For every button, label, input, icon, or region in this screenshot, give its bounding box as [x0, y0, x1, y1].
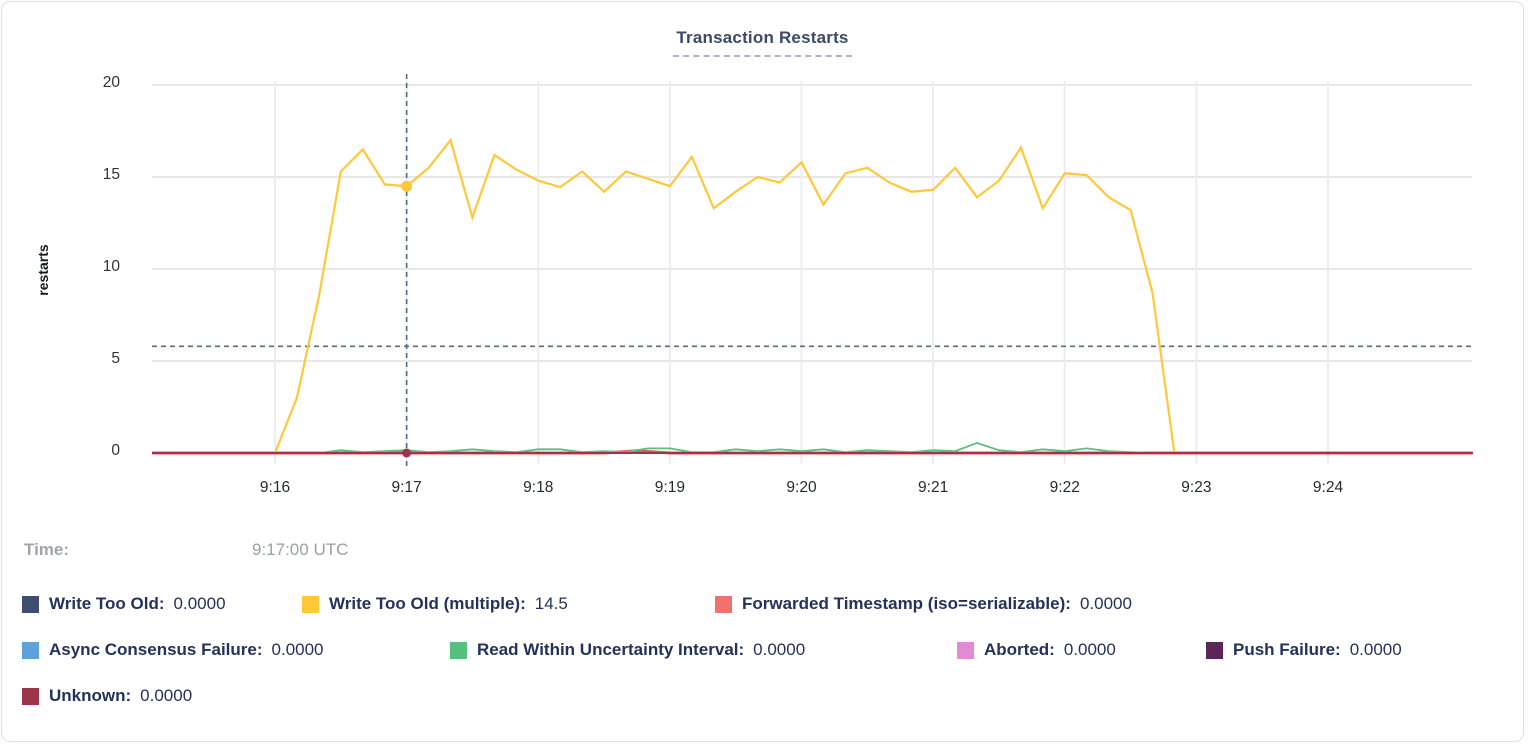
legend-swatch-icon — [715, 595, 732, 613]
legend-label: Async Consensus Failure: — [49, 640, 263, 659]
y-axis-label: restarts — [35, 244, 51, 296]
tooltip-time-value: 9:17:00 UTC — [252, 540, 349, 559]
x-tick-label: 9:17 — [391, 479, 422, 496]
legend-item: Read Within Uncertainty Interval: 0.0000 — [450, 638, 805, 662]
legend-swatch-icon — [450, 641, 467, 659]
legend-swatch-icon — [1206, 641, 1223, 659]
legend-label: Write Too Old (multiple): — [329, 594, 526, 613]
hover-point — [401, 180, 413, 192]
legend-value: 14.5 — [534, 594, 568, 613]
legend-value: 0.0000 — [1349, 640, 1402, 659]
legend-item: Forwarded Timestamp (iso=serializable): 0… — [715, 592, 1132, 616]
x-tick-label: 9:23 — [1181, 479, 1212, 496]
y-tick-label: 0 — [111, 442, 120, 459]
x-tick-label: 9:16 — [259, 479, 291, 496]
legend-value: 0.0000 — [1079, 594, 1132, 613]
legend-item: Aborted: 0.0000 — [957, 638, 1116, 662]
legend-label: Unknown: — [49, 686, 132, 705]
x-tick-label: 9:22 — [1049, 479, 1080, 496]
legend-value: 0.0000 — [1063, 640, 1116, 659]
legend-item: Unknown: 0.0000 — [22, 684, 192, 708]
x-tick-label: 9:19 — [654, 479, 685, 496]
legend-swatch-icon — [302, 595, 319, 613]
y-tick-label: 15 — [102, 166, 120, 183]
legend-value: 0.0000 — [753, 640, 806, 659]
tooltip-time-label: Time: — [24, 540, 70, 559]
legend-label: Write Too Old: — [49, 594, 165, 613]
x-tick-label: 9:24 — [1312, 479, 1344, 496]
legend-value: 0.0000 — [271, 640, 324, 659]
legend-swatch-icon — [22, 641, 39, 659]
series-line — [273, 137, 1176, 454]
legend-swatch-icon — [957, 641, 974, 659]
legend-label: Aborted: — [984, 640, 1055, 659]
x-tick-label: 9:21 — [918, 479, 949, 496]
series-line — [318, 441, 1153, 454]
legend-swatch-icon — [22, 687, 39, 705]
x-tick-label: 9:18 — [523, 479, 554, 496]
legend-swatch-icon — [22, 595, 39, 613]
y-tick-label: 20 — [102, 74, 120, 91]
chart-title[interactable]: Transaction Restarts — [673, 28, 852, 57]
legend-label: Forwarded Timestamp (iso=serializable): — [742, 594, 1071, 613]
legend-value: 0.0000 — [140, 686, 193, 705]
legend-label: Read Within Uncertainty Interval: — [477, 640, 745, 659]
legend-label: Push Failure: — [1233, 640, 1341, 659]
legend-item: Async Consensus Failure: 0.0000 — [22, 638, 324, 662]
transaction-restarts-chart[interactable] — [152, 72, 1474, 474]
legend-value: 0.0000 — [173, 594, 226, 613]
y-tick-label: 10 — [102, 258, 120, 275]
x-tick-label: 9:20 — [786, 479, 817, 496]
legend-item: Write Too Old: 0.0000 — [22, 592, 226, 616]
legend-item: Write Too Old (multiple): 14.5 — [302, 592, 568, 616]
y-tick-label: 5 — [111, 350, 120, 367]
legend-item: Push Failure: 0.0000 — [1206, 638, 1402, 662]
hover-point — [402, 448, 412, 458]
chart-header: Transaction Restarts — [2, 28, 1523, 57]
